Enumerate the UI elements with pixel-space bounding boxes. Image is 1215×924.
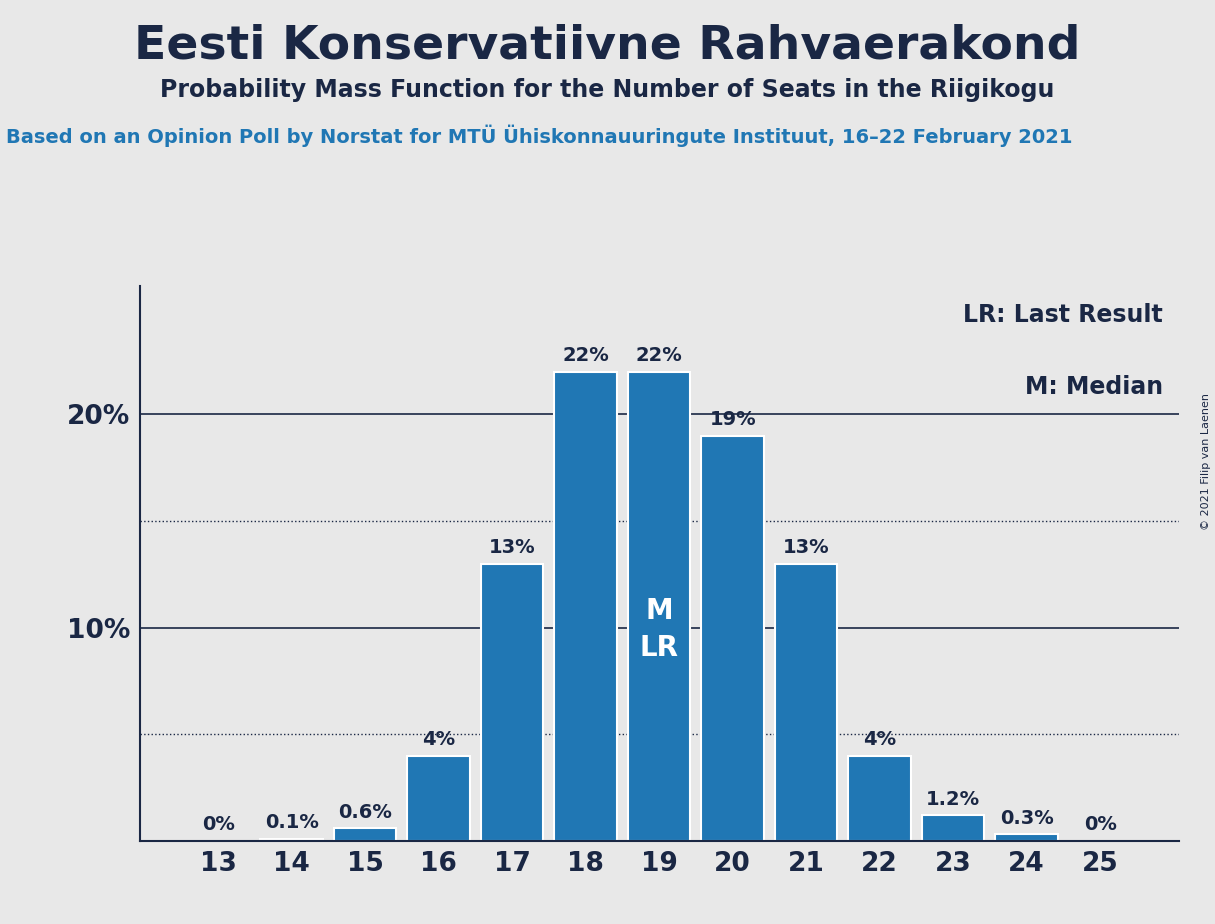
Text: 13%: 13% bbox=[488, 539, 536, 557]
Text: 22%: 22% bbox=[563, 346, 609, 365]
Text: M
LR: M LR bbox=[639, 597, 679, 663]
Bar bbox=[260, 839, 323, 841]
Text: 4%: 4% bbox=[422, 730, 456, 749]
Text: 22%: 22% bbox=[635, 346, 683, 365]
Bar bbox=[701, 436, 764, 841]
Bar bbox=[775, 564, 837, 841]
Text: 0.3%: 0.3% bbox=[1000, 809, 1053, 828]
Bar bbox=[922, 815, 984, 841]
Text: Probability Mass Function for the Number of Seats in the Riigikogu: Probability Mass Function for the Number… bbox=[160, 78, 1055, 102]
Text: 0.6%: 0.6% bbox=[338, 803, 392, 821]
Bar bbox=[554, 371, 617, 841]
Text: Based on an Opinion Poll by Norstat for MTÜ Ühiskonnauuringute Instituut, 16–22 : Based on an Opinion Poll by Norstat for … bbox=[6, 125, 1073, 147]
Text: 1.2%: 1.2% bbox=[926, 790, 981, 808]
Bar bbox=[334, 828, 396, 841]
Text: 0%: 0% bbox=[1084, 816, 1117, 834]
Text: LR: Last Result: LR: Last Result bbox=[963, 303, 1163, 327]
Bar bbox=[407, 756, 470, 841]
Text: 0%: 0% bbox=[202, 816, 234, 834]
Text: 13%: 13% bbox=[782, 539, 830, 557]
Text: 0.1%: 0.1% bbox=[265, 813, 318, 833]
Bar bbox=[848, 756, 911, 841]
Text: 4%: 4% bbox=[863, 730, 897, 749]
Bar bbox=[481, 564, 543, 841]
Text: 19%: 19% bbox=[710, 410, 756, 430]
Text: M: Median: M: Median bbox=[1024, 375, 1163, 399]
Text: © 2021 Filip van Laenen: © 2021 Filip van Laenen bbox=[1202, 394, 1211, 530]
Bar bbox=[628, 371, 690, 841]
Text: Eesti Konservatiivne Rahvaerakond: Eesti Konservatiivne Rahvaerakond bbox=[134, 23, 1081, 68]
Bar bbox=[995, 834, 1058, 841]
